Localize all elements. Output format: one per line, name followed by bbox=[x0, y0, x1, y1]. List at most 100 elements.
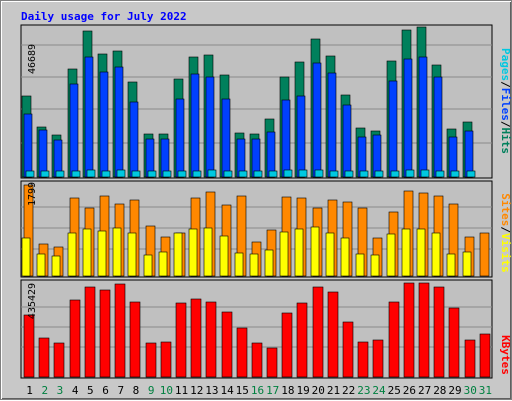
legend-hits: Hits bbox=[499, 128, 512, 155]
x-label-4: 4 bbox=[72, 384, 79, 397]
x-label-14: 14 bbox=[220, 384, 234, 397]
x-label-7: 7 bbox=[117, 384, 124, 397]
bar-pages-15 bbox=[238, 170, 248, 178]
bar-pages-16 bbox=[253, 170, 263, 178]
bar-files-28 bbox=[433, 76, 443, 178]
x-label-28: 28 bbox=[433, 384, 446, 397]
legend-files: Files bbox=[499, 88, 512, 121]
chart-title: Daily usage for July 2022 bbox=[21, 10, 187, 23]
bar-visits-23 bbox=[355, 253, 365, 277]
bar-visits-5 bbox=[82, 228, 92, 277]
x-label-11: 11 bbox=[175, 384, 188, 397]
x-label-24: 24 bbox=[372, 384, 386, 397]
bar-kbytes-20 bbox=[312, 286, 324, 378]
bar-pages-30 bbox=[466, 170, 476, 178]
x-label-26: 26 bbox=[403, 384, 416, 397]
bar-pages-7 bbox=[116, 169, 126, 178]
bar-kbytes-26 bbox=[403, 282, 415, 378]
bar-kbytes-18 bbox=[281, 312, 293, 378]
bar-pages-10 bbox=[162, 170, 172, 178]
y-max-label-hits: 46689 bbox=[27, 44, 38, 74]
bar-kbytes-22 bbox=[342, 321, 354, 378]
bar-visits-20 bbox=[310, 226, 320, 277]
x-label-18: 18 bbox=[281, 384, 294, 397]
bar-kbytes-9 bbox=[145, 342, 157, 378]
bar-visits-13 bbox=[203, 227, 213, 277]
bar-visits-2 bbox=[36, 253, 46, 277]
bar-files-1 bbox=[23, 113, 33, 178]
bar-pages-12 bbox=[192, 170, 202, 178]
legend-bot: KBytes bbox=[499, 335, 512, 375]
bar-visits-22 bbox=[340, 237, 350, 277]
bar-kbytes-10 bbox=[160, 341, 172, 378]
bar-files-26 bbox=[403, 58, 413, 178]
y-max-label-kbytes: 435429 bbox=[27, 283, 38, 319]
x-label-23: 23 bbox=[357, 384, 370, 397]
bar-visits-6 bbox=[97, 230, 107, 277]
bar-pages-9 bbox=[147, 170, 157, 178]
bar-pages-4 bbox=[71, 170, 81, 178]
bar-visits-7 bbox=[112, 227, 122, 277]
x-axis-labels: 1 2 3 4 5 6 7 8 9 10 11 12 13 14 15 16 17 18 19 20 21 22 23 24 2… bbox=[26, 384, 492, 397]
bar-kbytes-5 bbox=[84, 286, 96, 378]
bar-visits-21 bbox=[325, 232, 335, 277]
bar-files-27 bbox=[418, 56, 428, 178]
bar-visits-30 bbox=[462, 251, 472, 277]
bar-pages-18 bbox=[283, 169, 293, 178]
bar-pages-1 bbox=[25, 170, 35, 178]
bar-kbytes-27 bbox=[418, 282, 430, 378]
x-label-31: 31 bbox=[479, 384, 492, 397]
bar-visits-29 bbox=[446, 253, 456, 277]
bar-files-14 bbox=[221, 98, 231, 178]
hits-files-pages-panel bbox=[20, 24, 493, 179]
legend-sites: Sites bbox=[499, 193, 512, 226]
x-label-2: 2 bbox=[41, 384, 48, 397]
bar-kbytes-21 bbox=[327, 291, 339, 378]
visits-sites-panel bbox=[20, 180, 493, 278]
legend-kbytes: KBytes bbox=[499, 335, 512, 375]
bar-files-12 bbox=[190, 73, 200, 178]
bar-files-21 bbox=[327, 72, 337, 178]
bar-visits-1 bbox=[21, 237, 31, 277]
x-label-6: 6 bbox=[102, 384, 109, 397]
bar-kbytes-3 bbox=[53, 342, 65, 378]
bar-visits-26 bbox=[401, 228, 411, 277]
bar-visits-14 bbox=[219, 235, 229, 277]
legend-top: Pages/Files/Hits bbox=[499, 48, 512, 154]
x-label-3: 3 bbox=[57, 384, 64, 397]
bar-visits-15 bbox=[234, 252, 244, 277]
bar-visits-25 bbox=[386, 233, 396, 277]
bar-pages-20 bbox=[314, 169, 324, 178]
bar-kbytes-7 bbox=[114, 283, 126, 378]
x-label-9: 9 bbox=[148, 384, 155, 397]
x-label-29: 29 bbox=[448, 384, 461, 397]
bar-pages-29 bbox=[450, 170, 460, 178]
x-label-21: 21 bbox=[327, 384, 340, 397]
x-label-12: 12 bbox=[190, 384, 203, 397]
bar-pages-23 bbox=[359, 170, 369, 178]
bar-files-24 bbox=[372, 134, 382, 178]
x-label-10: 10 bbox=[160, 384, 173, 397]
bar-kbytes-6 bbox=[99, 289, 111, 378]
legend-visits: Visits bbox=[499, 233, 512, 273]
bar-files-18 bbox=[281, 99, 291, 178]
bar-visits-28 bbox=[431, 232, 441, 277]
x-label-5: 5 bbox=[87, 384, 94, 397]
x-label-27: 27 bbox=[418, 384, 431, 397]
legend-sep: / bbox=[499, 81, 512, 88]
bar-visits-9 bbox=[143, 254, 153, 277]
y-max-label-visits: 1799 bbox=[27, 182, 38, 206]
bar-kbytes-28 bbox=[433, 286, 445, 378]
bar-pages-8 bbox=[131, 170, 141, 178]
bar-visits-12 bbox=[188, 228, 198, 277]
bar-kbytes-1 bbox=[23, 314, 35, 378]
bar-files-2 bbox=[38, 129, 48, 178]
bar-visits-27 bbox=[416, 228, 426, 277]
bar-kbytes-15 bbox=[236, 327, 248, 378]
bar-files-8 bbox=[129, 101, 139, 178]
bar-kbytes-12 bbox=[190, 298, 202, 378]
bar-visits-10 bbox=[158, 251, 168, 277]
bar-files-20 bbox=[312, 62, 322, 178]
bar-pages-11 bbox=[177, 170, 187, 178]
